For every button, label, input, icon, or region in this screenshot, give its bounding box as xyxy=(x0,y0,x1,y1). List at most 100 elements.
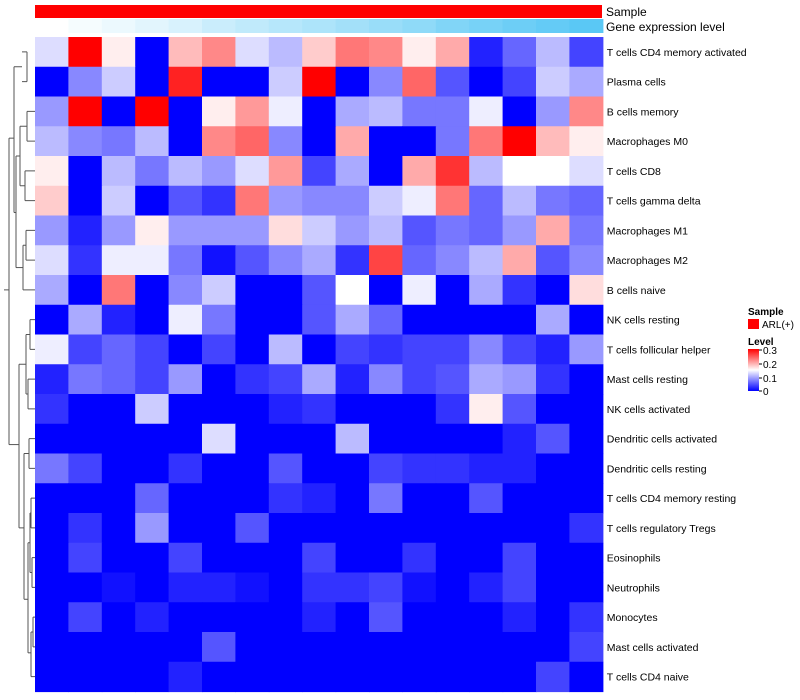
heatmap-cell xyxy=(302,66,337,98)
heatmap-cell xyxy=(235,37,270,68)
heatmap-cell xyxy=(502,304,537,336)
legend-sample-label: ARL(+) xyxy=(762,320,794,331)
heatmap-cell xyxy=(335,572,370,603)
expression-annotation-cell xyxy=(101,19,136,33)
heatmap-cell xyxy=(435,126,470,157)
heatmap-cell xyxy=(402,245,437,276)
heatmap-cell xyxy=(335,275,370,306)
heatmap-cell xyxy=(369,453,403,484)
row-label: T cells regulatory Tregs xyxy=(607,523,716,535)
heatmap-cell xyxy=(569,185,604,217)
heatmap-cell xyxy=(202,96,236,127)
heatmap-cell xyxy=(135,364,170,395)
heatmap-cell xyxy=(101,275,136,306)
heatmap-cell xyxy=(335,483,370,514)
heatmap-cell xyxy=(135,275,170,306)
heatmap-cell xyxy=(369,37,403,68)
heatmap-cell xyxy=(202,423,236,455)
heatmap-cell xyxy=(202,37,236,68)
heatmap-cell xyxy=(235,572,270,603)
heatmap-cell xyxy=(435,96,470,127)
heatmap-cell xyxy=(68,37,103,68)
heatmap-cell xyxy=(68,542,103,574)
heatmap-cell xyxy=(68,334,103,365)
heatmap-cell xyxy=(536,364,570,395)
heatmap-cell xyxy=(268,66,303,98)
heatmap-cell xyxy=(202,453,236,484)
heatmap-cell xyxy=(402,632,437,663)
heatmap-cell xyxy=(68,602,103,633)
heatmap-cell xyxy=(135,423,170,455)
heatmap-cell xyxy=(369,632,403,663)
heatmap-cell xyxy=(335,423,370,455)
heatmap-cell xyxy=(536,453,570,484)
heatmap-cell xyxy=(268,394,303,425)
heatmap-cell xyxy=(435,661,470,693)
heatmap-cell xyxy=(168,245,203,276)
heatmap-cell xyxy=(68,96,103,127)
heatmap-cell xyxy=(235,245,270,276)
heatmap-cell xyxy=(469,185,504,217)
heatmap-cell xyxy=(168,334,203,365)
heatmap-cell xyxy=(569,66,604,98)
heatmap-cell xyxy=(202,661,236,693)
heatmap-cell xyxy=(268,572,303,603)
row-label: Plasma cells xyxy=(607,77,666,89)
expression-annotation-cell xyxy=(369,19,403,33)
heatmap-cell xyxy=(435,364,470,395)
heatmap-cell xyxy=(101,542,136,574)
heatmap-cell xyxy=(435,423,470,455)
heatmap-cell xyxy=(135,156,170,187)
heatmap-cell xyxy=(536,66,570,98)
heatmap-cell xyxy=(235,394,270,425)
legend-sample-swatch xyxy=(748,319,759,329)
heatmap-cell xyxy=(235,423,270,455)
heatmap-cell xyxy=(101,572,136,603)
heatmap-cell xyxy=(502,661,537,693)
heatmap-cell xyxy=(335,185,370,217)
heatmap-cell xyxy=(302,602,337,633)
heatmap-cell xyxy=(101,96,136,127)
heatmap-cell xyxy=(335,364,370,395)
heatmap-cell xyxy=(335,96,370,127)
heatmap-cells xyxy=(35,37,604,693)
heatmap-cell xyxy=(302,185,337,217)
heatmap-cell xyxy=(536,245,570,276)
heatmap-cell xyxy=(35,661,69,693)
heatmap-cell xyxy=(502,423,537,455)
heatmap-cell xyxy=(469,602,504,633)
row-label: B cells naive xyxy=(607,285,666,297)
heatmap-cell xyxy=(35,215,69,246)
heatmap-cell xyxy=(168,453,203,484)
heatmap-cell xyxy=(302,215,337,246)
heatmap-cell xyxy=(235,602,270,633)
heatmap-cell xyxy=(202,304,236,336)
heatmap-cell xyxy=(469,423,504,455)
heatmap-cell xyxy=(168,37,203,68)
row-label: Eosinophils xyxy=(607,553,661,565)
heatmap-cell xyxy=(235,542,270,574)
legend-level-title: Level xyxy=(748,337,774,348)
heatmap-cell xyxy=(536,572,570,603)
heatmap-cell xyxy=(502,215,537,246)
heatmap-cell xyxy=(402,215,437,246)
heatmap-cell xyxy=(435,245,470,276)
heatmap-cell xyxy=(35,185,69,217)
heatmap-cell xyxy=(101,37,136,68)
heatmap-cell xyxy=(502,453,537,484)
heatmap-cell xyxy=(369,483,403,514)
heatmap-cell xyxy=(469,483,504,514)
heatmap-cell xyxy=(536,185,570,217)
heatmap-cell xyxy=(35,126,69,157)
heatmap-cell xyxy=(135,245,170,276)
heatmap-cell xyxy=(369,96,403,127)
heatmap-cell xyxy=(168,602,203,633)
heatmap-cell xyxy=(402,602,437,633)
heatmap-cell xyxy=(268,215,303,246)
heatmap-cell xyxy=(302,632,337,663)
heatmap-cell xyxy=(168,572,203,603)
row-label: T cells CD4 memory activated xyxy=(607,47,747,59)
heatmap-cell xyxy=(35,275,69,306)
heatmap-cell xyxy=(235,96,270,127)
heatmap-cell xyxy=(101,483,136,514)
